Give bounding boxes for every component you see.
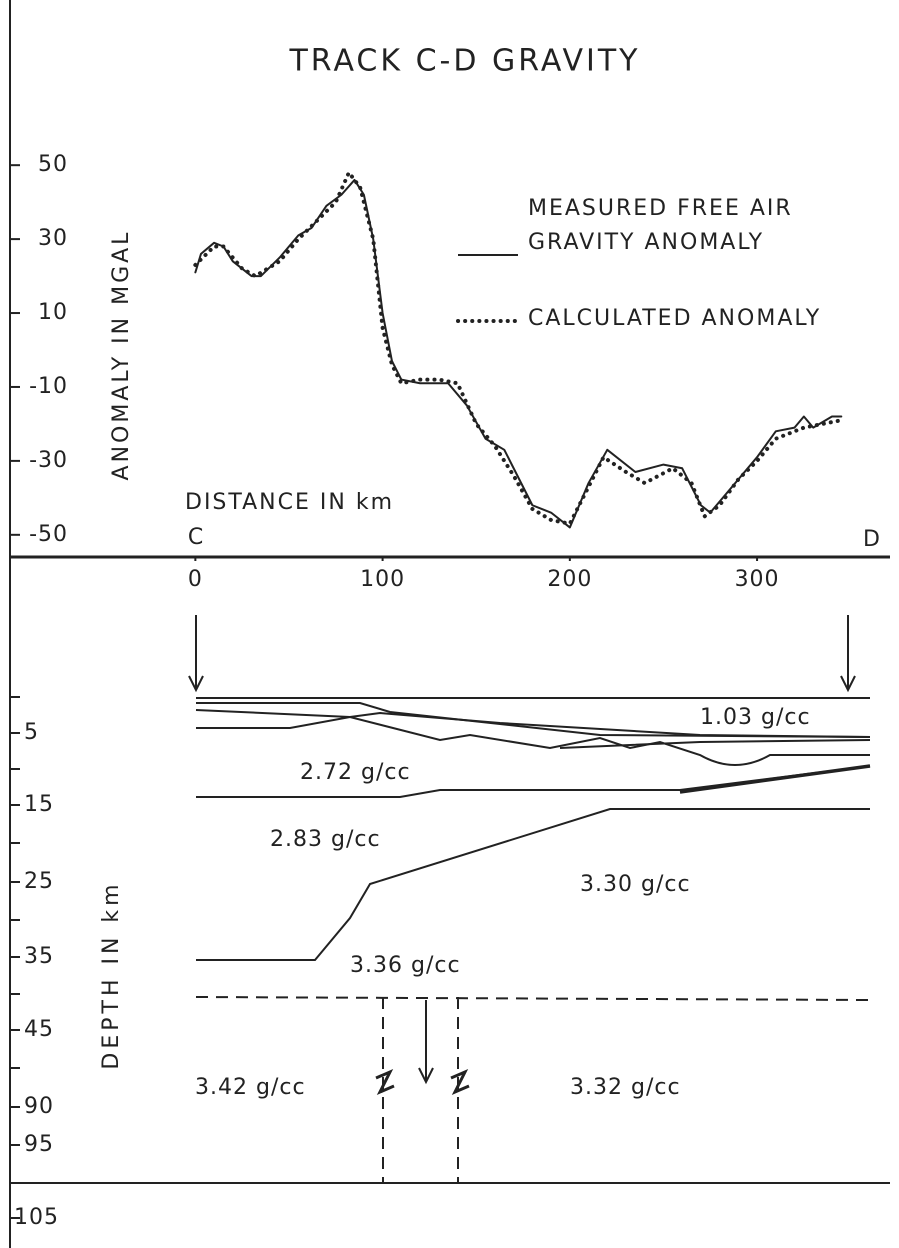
annotation: C bbox=[188, 525, 204, 550]
depth-tick-label: 15 bbox=[24, 792, 54, 817]
depth-tick-label: 45 bbox=[24, 1017, 54, 1042]
depth-tick-label: 35 bbox=[24, 944, 54, 969]
x-tick-label: 200 bbox=[547, 567, 592, 592]
legend-label: CALCULATED ANOMALY bbox=[528, 306, 822, 331]
y-tick-label: -50 bbox=[29, 522, 68, 547]
x-tick-label: 0 bbox=[188, 567, 203, 592]
y-tick-label: -10 bbox=[29, 374, 68, 399]
frame bbox=[9, 0, 890, 1248]
layer-label: 3.32 g/cc bbox=[570, 1075, 681, 1100]
layer-label: 3.36 g/cc bbox=[350, 953, 461, 978]
depth-tick-label: 25 bbox=[24, 869, 54, 894]
legend-label: MEASURED FREE AIR GRAVITY ANOMALY bbox=[528, 196, 793, 255]
x-tick-label: 300 bbox=[735, 567, 780, 592]
depth-tick-label: 95 bbox=[24, 1132, 54, 1157]
depth-tick-label: 105 bbox=[14, 1205, 59, 1230]
y-tick-label: 30 bbox=[38, 226, 68, 251]
x-axis-label: DISTANCE IN km bbox=[185, 490, 394, 515]
layer-label: 2.83 g/cc bbox=[270, 827, 381, 852]
depth-ticks bbox=[10, 696, 20, 1219]
chart-title: TRACK C-D GRAVITY bbox=[288, 44, 640, 79]
y-tick-label: -30 bbox=[29, 448, 68, 473]
annotation: D bbox=[863, 527, 881, 552]
depth-tick-label: 90 bbox=[24, 1094, 54, 1119]
depth-tick-label: 5 bbox=[24, 720, 39, 745]
y-axis-label: ANOMALY IN MGAL bbox=[109, 230, 134, 481]
y-tick-label: 10 bbox=[38, 300, 68, 325]
section-lines bbox=[188, 615, 871, 1183]
series-line bbox=[193, 170, 844, 526]
layer-label: 2.72 g/cc bbox=[300, 760, 411, 785]
x-tick-label: 100 bbox=[360, 567, 405, 592]
layer-label: 3.42 g/cc bbox=[195, 1075, 306, 1100]
depth-axis-label: DEPTH IN km bbox=[99, 880, 124, 1069]
layer-label: 1.03 g/cc bbox=[700, 705, 811, 730]
y-tick-label: 50 bbox=[38, 152, 68, 177]
layer-label: 3.30 g/cc bbox=[580, 872, 691, 897]
